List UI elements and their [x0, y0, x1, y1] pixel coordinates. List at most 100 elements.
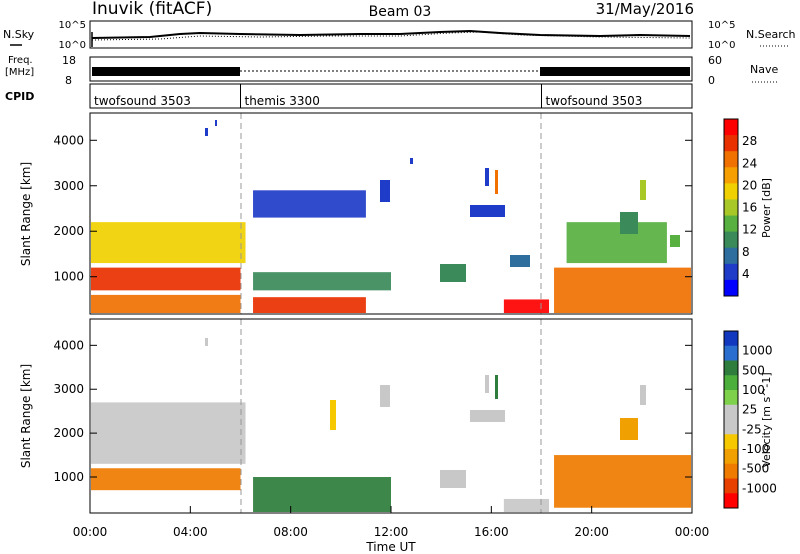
noise-tick-top-left: 10^5	[59, 20, 86, 31]
power-colorbar-tick: 4	[742, 267, 750, 281]
velocity-colorbar-swatch	[724, 390, 738, 406]
cpid-segment-label: twofsound 3503	[546, 94, 643, 108]
velocity-ytick-label: 2000	[53, 426, 84, 440]
power-colorbar-swatch	[724, 183, 738, 200]
power-colorbar-swatch	[724, 119, 738, 136]
noise-sky-trace	[91, 29, 691, 39]
power-region	[253, 272, 391, 291]
power-colorbar-tick: 16	[742, 201, 757, 215]
noise-tick-bottom-right: 10^0	[708, 40, 735, 51]
velocity-xtick-label: 12:00	[374, 525, 409, 539]
noise-tick-top-right: 10^5	[708, 20, 735, 31]
noise-panel: N.Sky 10^5 10^0 10^5 10^0 N.Search	[3, 20, 796, 51]
power-region	[566, 222, 667, 264]
velocity-xtick-label: 08:00	[273, 525, 308, 539]
station-title: Inuvik (fitACF)	[92, 0, 212, 19]
freq-unit-label: [MHz]	[5, 67, 34, 78]
velocity-colorbar-swatch	[724, 449, 738, 465]
velocity-colorbar-swatch	[724, 345, 738, 361]
velocity-colorbar-tick: -500	[742, 462, 769, 476]
velocity-region	[253, 477, 391, 512]
velocity-colorbar-tick: 25	[742, 403, 757, 417]
velocity-colorbar-tick: 100	[742, 383, 765, 397]
power-colorbar-tick: 28	[742, 134, 757, 148]
velocity-xtick-label: 00:00	[675, 525, 710, 539]
velocity-colorbar-swatch	[724, 404, 738, 420]
power-region	[91, 267, 241, 291]
freq-block-1	[92, 67, 240, 76]
velocity-colorbar-swatch	[724, 478, 738, 494]
velocity-colorbar-tick: -100	[742, 442, 769, 456]
freq-block-2	[540, 67, 690, 76]
cpid-panel: CPID twofsound 3503 themis 3300 twofsound …	[5, 83, 693, 109]
velocity-ytick-label: 1000	[53, 470, 84, 484]
velocity-region	[91, 468, 241, 491]
freq-panel: Freq. [MHz] 18 8 60 0 Nave	[5, 54, 778, 87]
power-noise-speckle	[205, 120, 680, 282]
noise-search-label: N.Search	[746, 28, 796, 41]
power-colorbar-swatch	[724, 167, 738, 184]
power-ytick-label: 1000	[53, 270, 84, 284]
velocity-colorbar-swatch	[724, 375, 738, 391]
power-colorbar-tick: 12	[742, 223, 757, 237]
power-region	[253, 297, 366, 313]
power-colorbar-swatch	[724, 263, 738, 281]
power-colorbar-tick: 8	[742, 245, 750, 259]
velocity-noise-speckle	[205, 338, 646, 488]
power-region	[91, 294, 241, 313]
cpid-segment-label: themis 3300	[245, 94, 320, 108]
velocity-colorbar-swatch	[724, 419, 738, 435]
velocity-region	[554, 455, 691, 508]
power-region	[554, 267, 691, 313]
velocity-colorbar-tick: 1000	[742, 344, 773, 358]
noise-sky-label: N.Sky	[3, 28, 35, 41]
velocity-ylabel: Slant Range [km]	[19, 364, 33, 468]
nave-tick-top: 60	[708, 54, 722, 67]
power-ytick-label: 4000	[53, 133, 84, 147]
noise-tick-bottom-left: 10^0	[59, 40, 86, 51]
power-ytick-label: 3000	[53, 179, 84, 193]
power-ytick-label: 2000	[53, 224, 84, 238]
velocity-ytick-label: 4000	[53, 338, 84, 352]
velocity-ytick-label: 3000	[53, 382, 84, 396]
velocity-colorbar-swatch	[724, 360, 738, 376]
velocity-xtick-label: 00:00	[73, 525, 108, 539]
beam-title: Beam 03	[369, 4, 432, 20]
velocity-panel: 1000 2000 3000 4000 00:00 04:00 08:00 12:00 16:…	[19, 318, 777, 554]
power-colorbar-tick: 24	[742, 156, 757, 170]
velocity-colorbar-tick: -25	[742, 422, 762, 436]
nave-tick-bottom: 0	[708, 74, 715, 87]
velocity-region	[91, 402, 246, 464]
power-panel: 1000 2000 3000 4000 Slant Range [km] 28 24 20…	[19, 112, 773, 315]
velocity-colorbar-swatch	[724, 331, 738, 347]
power-colorbar-swatch	[724, 247, 738, 265]
power-region	[503, 299, 550, 313]
power-colorbar-tick: 20	[742, 178, 757, 192]
power-region	[253, 190, 366, 218]
cpid-label: CPID	[5, 90, 34, 103]
power-colorbar-swatch	[724, 135, 738, 152]
power-colorbar-swatch	[724, 215, 738, 233]
velocity-colorbar-label: Velocity [m s^-1]	[760, 372, 773, 467]
velocity-xtick-label: 04:00	[173, 525, 208, 539]
velocity-xtick-label: 16:00	[474, 525, 509, 539]
power-colorbar-swatch	[724, 231, 738, 249]
velocity-xtick-label: 20:00	[574, 525, 609, 539]
freq-label: Freq.	[8, 55, 33, 66]
date-title: 31/May/2016	[596, 0, 694, 18]
velocity-colorbar-tick: -1000	[742, 481, 777, 495]
power-colorbar-swatch	[724, 151, 738, 168]
freq-tick-top: 18	[62, 54, 76, 67]
velocity-colorbar-tick: 500	[742, 363, 765, 377]
velocity-colorbar-swatch	[724, 463, 738, 479]
power-colorbar-label: Power [dB]	[760, 178, 773, 238]
freq-tick-bottom: 8	[65, 74, 72, 87]
power-colorbar: 28 24 20 16 12 8 4	[724, 119, 757, 297]
velocity-xlabel: Time UT	[365, 540, 416, 554]
power-colorbar-swatch	[724, 279, 738, 297]
cpid-segment-label: twofsound 3503	[94, 94, 191, 108]
power-ylabel: Slant Range [km]	[19, 162, 33, 266]
velocity-colorbar-swatch	[724, 493, 738, 509]
velocity-colorbar: 1000 500 100 25 -25 -100 -500 -1000	[724, 331, 777, 509]
